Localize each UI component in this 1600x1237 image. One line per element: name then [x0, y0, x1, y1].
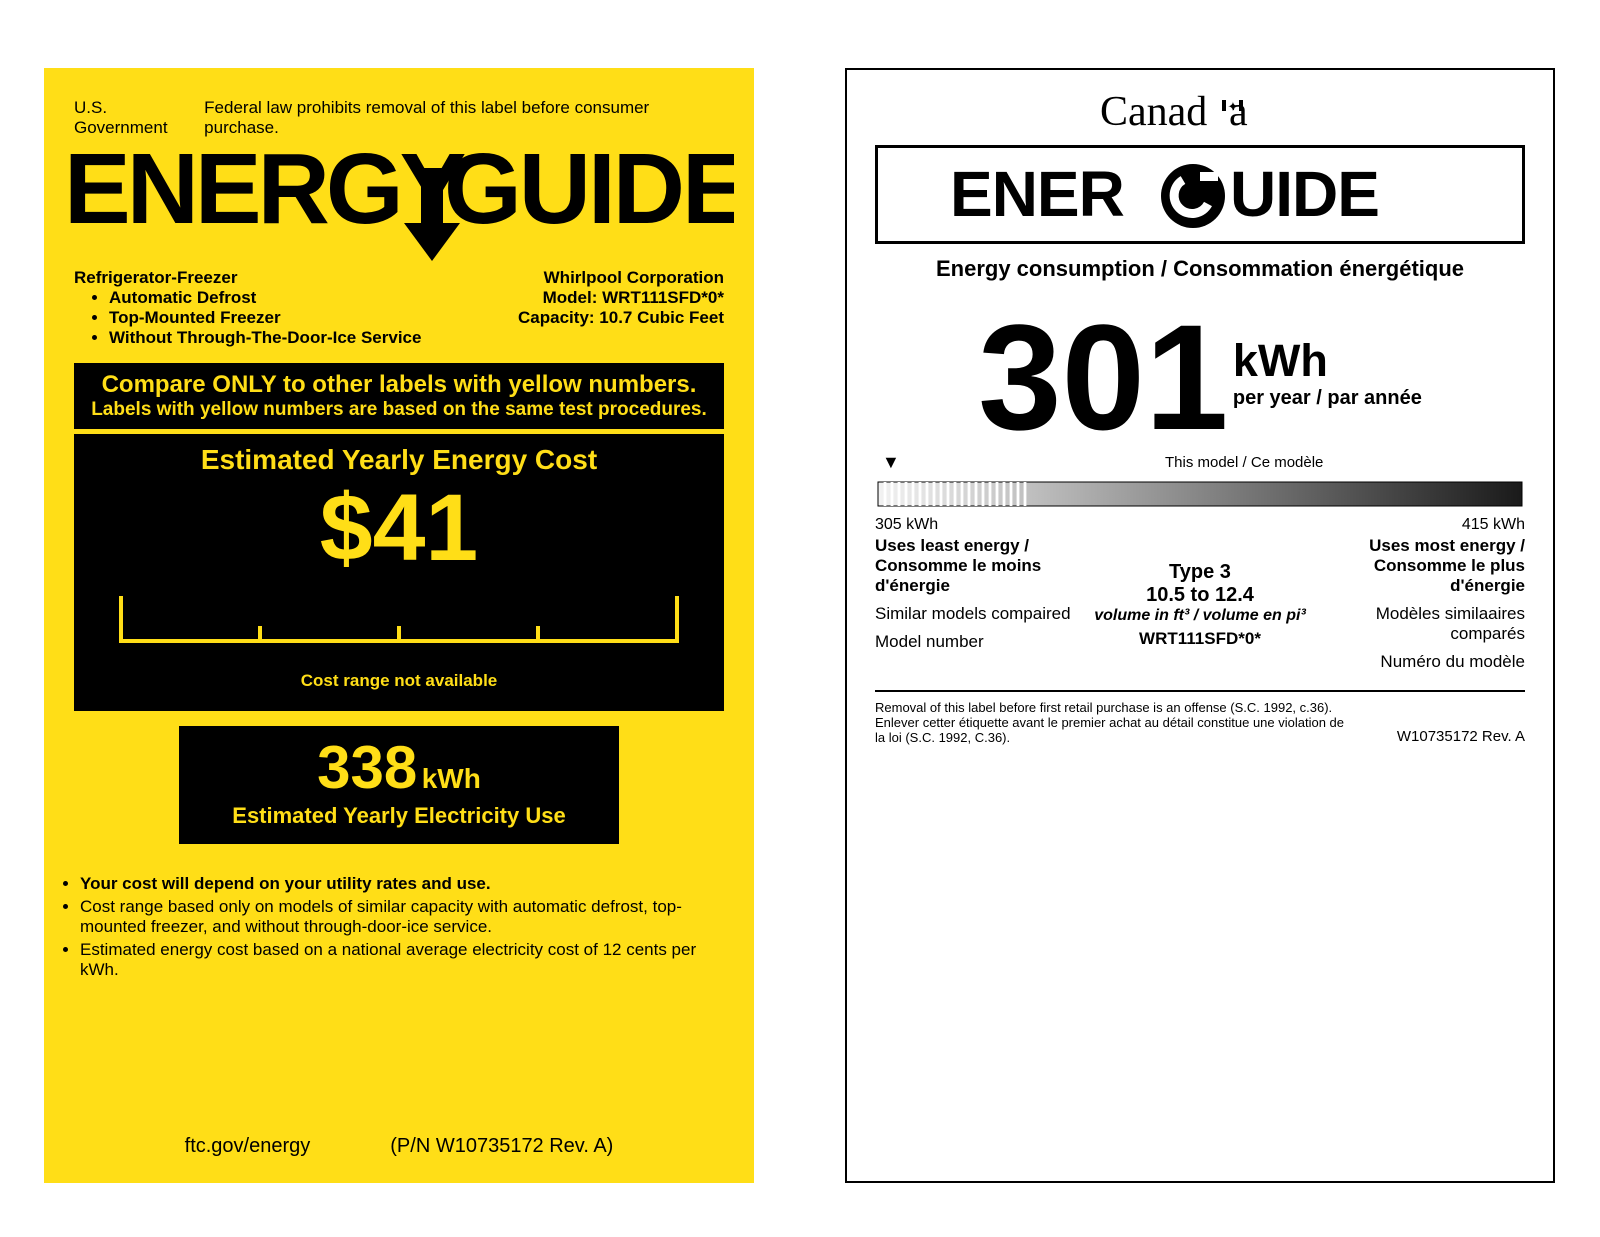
us-bottom-row: ftc.gov/energy (P/N W10735172 Rev. A) — [44, 1135, 754, 1158]
ca-fine-en: Removal of this label before first retai… — [875, 700, 1345, 715]
kwh-value: 338 — [317, 734, 417, 801]
us-warning-text: Federal law prohibits removal of this la… — [204, 98, 724, 138]
compare-box: Compare ONLY to other labels with yellow… — [74, 363, 724, 429]
feature-item: Automatic Defrost — [109, 288, 421, 308]
ca-least-energy: Uses least energy / Consomme le moins d'… — [875, 536, 1075, 596]
ca-kwh-value: 301 — [978, 302, 1228, 452]
canada-wordmark: Canad a ✦ — [875, 90, 1525, 135]
cost-value: $41 — [79, 481, 719, 576]
ca-similar-right: Modèles similaaires comparés — [1325, 604, 1525, 644]
ca-energuide-logo-box: ENER UIDE — [875, 145, 1525, 244]
cost-scale-icon — [79, 586, 719, 656]
us-panel: U.S. Government Federal law prohibits re… — [0, 0, 800, 1237]
ca-most-energy: Uses most energy / Consomme le plus d'én… — [1325, 536, 1525, 596]
ca-per-year: per year / par année — [1233, 387, 1422, 410]
feature-item: Without Through-The-Door-Ice Service — [109, 328, 421, 348]
capacity: Capacity: 10.7 Cubic Feet — [518, 308, 724, 328]
us-energyguide-label: U.S. Government Federal law prohibits re… — [44, 68, 754, 1183]
ca-subtitle: Energy consumption / Consommation énergé… — [875, 256, 1525, 282]
ca-scale-low: 305 kWh — [875, 516, 938, 534]
part-number: (P/N W10735172 Rev. A) — [390, 1135, 613, 1158]
cost-na: Cost range not available — [79, 671, 719, 691]
page: U.S. Government Federal law prohibits re… — [0, 0, 1600, 1237]
svg-text:UIDE: UIDE — [1230, 158, 1379, 230]
model-number: Model: WRT111SFD*0* — [518, 288, 724, 308]
svg-text:ENER: ENER — [950, 158, 1124, 230]
ca-scale-high: 415 kWh — [1462, 516, 1525, 534]
ca-energuide-label: Canad a ✦ ENER UIDE — [845, 68, 1555, 1183]
svg-text:✦: ✦ — [1228, 99, 1239, 114]
ca-divider — [875, 690, 1525, 692]
ca-volume-label: volume in ft³ / volume en pi³ — [1094, 607, 1306, 625]
ca-fine-fr: Enlever cetter étiquette avant le premie… — [875, 715, 1345, 745]
svg-text:GUIDE: GUIDE — [444, 138, 734, 245]
ca-scale-bar — [875, 479, 1525, 514]
feature-item: Top-Mounted Freezer — [109, 308, 421, 328]
kwh-label: Estimated Yearly Electricity Use — [189, 803, 609, 829]
ca-range: 10.5 to 12.4 — [1094, 584, 1306, 607]
ca-similar-left: Similar models compaired — [875, 604, 1075, 624]
svg-text:ENERGY: ENERGY — [64, 138, 466, 245]
product-features-left: Refrigerator-Freezer Automatic Defrost T… — [74, 268, 421, 348]
kwh-unit: kWh — [422, 763, 481, 794]
energyguide-logo: ENERGY GUIDE — [44, 138, 754, 263]
ca-rev: W10735172 Rev. A — [1345, 728, 1525, 745]
svg-text:Canad: Canad — [1100, 90, 1207, 135]
ca-modelnum-left: Model number — [875, 632, 1075, 652]
footnote-item: Estimated energy cost based on a nationa… — [80, 940, 724, 980]
us-gov-text: U.S. Government — [74, 98, 204, 138]
ca-model: WRT111SFD*0* — [1094, 629, 1306, 649]
manufacturer: Whirlpool Corporation — [518, 268, 724, 288]
product-info-right: Whirlpool Corporation Model: WRT111SFD*0… — [518, 268, 724, 348]
footnote-item: Cost range based only on models of simil… — [80, 897, 724, 937]
ca-kwh-unit: kWh — [1233, 335, 1422, 387]
compare-line2: Labels with yellow numbers are based on … — [79, 399, 719, 421]
ftc-url: ftc.gov/energy — [185, 1135, 311, 1158]
cost-title: Estimated Yearly Energy Cost — [79, 444, 719, 476]
ca-this-model: This model / Ce modèle — [1165, 454, 1323, 471]
footnotes: Your cost will depend on your utility ra… — [44, 844, 754, 980]
product-type: Refrigerator-Freezer — [74, 268, 421, 288]
ca-main-value: 301 kWh per year / par année — [875, 302, 1525, 452]
cost-box: Estimated Yearly Energy Cost $41 Cost ra… — [74, 434, 724, 711]
ca-fineprint: Removal of this label before first retai… — [875, 700, 1525, 745]
compare-line1: Compare ONLY to other labels with yellow… — [79, 371, 719, 399]
arrow-down-icon: ▼ — [882, 452, 900, 473]
ca-panel: Canad a ✦ ENER UIDE — [800, 0, 1600, 1237]
footnote-item: Your cost will depend on your utility ra… — [80, 874, 724, 894]
ca-type: Type 3 — [1094, 561, 1306, 584]
ca-modelnum-right: Numéro du modèle — [1325, 652, 1525, 672]
kwh-box: 338 kWh Estimated Yearly Electricity Use — [179, 726, 619, 844]
